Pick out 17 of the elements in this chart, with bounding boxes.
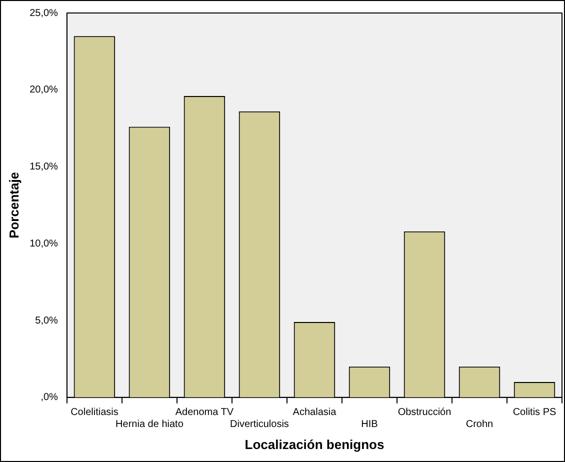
x-tick-label: Crohn bbox=[466, 419, 494, 430]
x-axis-title: Localización benignos bbox=[244, 436, 384, 452]
x-tick-label: Diverticulosis bbox=[230, 419, 289, 430]
x-tick-label: HIB bbox=[361, 419, 378, 430]
y-tick-label: 15,0% bbox=[30, 162, 58, 173]
y-axis-title: Porcentaje bbox=[6, 172, 22, 238]
y-tick-label: 5,0% bbox=[35, 315, 58, 326]
y-tick-label: 10,0% bbox=[30, 238, 58, 250]
x-tick-label: Hernia de hiato bbox=[116, 419, 184, 430]
y-tick-label: 25,0% bbox=[30, 8, 58, 19]
x-tick-label: Colitis PS bbox=[512, 407, 556, 418]
y-tick-label: ,0% bbox=[40, 392, 58, 404]
x-tick-label: Obstrucción bbox=[398, 407, 452, 418]
y-tick-label: 20,0% bbox=[30, 84, 58, 96]
x-tick-label: Achalasia bbox=[292, 407, 337, 418]
x-tick-label: Adenoma TV bbox=[175, 407, 234, 418]
x-tick-label: Colelitiasis bbox=[70, 407, 118, 418]
